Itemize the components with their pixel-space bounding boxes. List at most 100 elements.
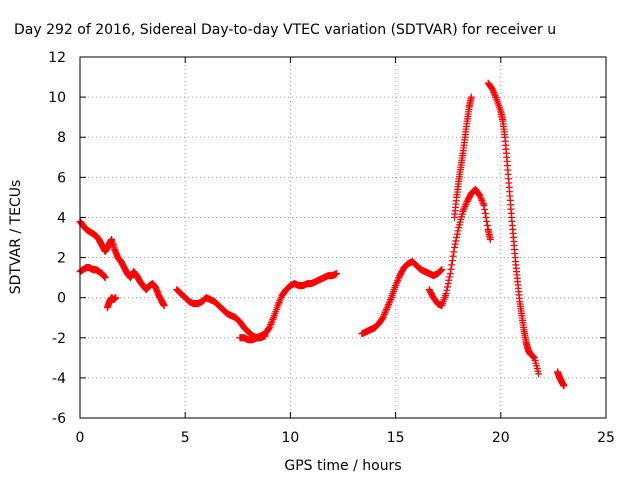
data-point [383,304,391,312]
data-point [476,191,484,199]
data-point [480,201,488,209]
axis-ticks: 0 5 10 15 20 25 -6 -4 -2 0 2 4 6 8 10 12 [48,50,615,446]
data-point [492,93,500,101]
data-point [385,300,393,308]
data-point [442,290,450,298]
data-point [481,209,489,217]
data-point [274,302,282,310]
data-point [381,309,389,317]
data-point [443,283,451,291]
data-point [454,227,462,235]
data-point [489,87,497,95]
data-point [446,270,454,278]
data-point [385,299,393,307]
data-point [394,277,402,285]
y-tick-label: 12 [48,50,66,66]
data-point [444,280,452,288]
data-point [535,370,543,378]
data-point [448,261,456,269]
data-point [462,199,470,207]
data-series [236,332,269,344]
grid [80,57,606,418]
data-point [266,322,274,330]
data-point [490,90,498,98]
data-point [453,230,461,238]
data-point [530,353,538,361]
data-point [443,286,451,294]
data-point [384,302,392,310]
data-point [395,273,403,281]
y-tick-label: 6 [57,170,66,186]
data-point [380,312,388,320]
data-point [448,257,456,265]
data-point [274,300,282,308]
data-series [425,185,494,310]
data-point [261,332,269,340]
data-point [387,295,395,303]
data-point [483,221,491,229]
data-point [452,237,460,245]
data-point [112,294,120,302]
data-point [481,205,489,213]
data-point [467,93,475,101]
data-point [436,267,444,275]
x-tick-label: 10 [281,430,299,446]
data-point [460,204,468,212]
data-point [380,310,388,318]
data-point [449,252,457,260]
data-point [268,317,276,325]
data-point [379,314,387,322]
data-series [76,264,109,282]
data-series [173,270,341,342]
data-point [265,324,273,332]
y-tick-label: 0 [57,291,66,307]
x-tick-label: 20 [492,430,510,446]
data-point [267,320,275,328]
data-point [101,274,109,282]
data-point [477,195,485,203]
data-point [393,278,401,286]
data-point [479,198,487,206]
y-tick-label: -6 [52,411,66,427]
data-point [486,236,494,244]
data-series [554,368,568,390]
data-point [386,297,394,305]
data-point [450,248,458,256]
data-point [382,305,390,313]
data-point [276,297,284,305]
data-point [529,352,537,360]
data-series [358,258,446,338]
data-point [445,276,453,284]
x-axis-title: GPS time / hours [284,458,401,474]
data-point [447,265,455,273]
data-point [560,382,568,390]
data-point [333,270,341,278]
plot-frame [79,56,607,419]
x-tick-label: 0 [76,430,85,446]
data-point [461,202,469,210]
x-tick-label: 25 [597,430,615,446]
data-series [76,217,168,310]
data-point [275,298,283,306]
data-point [451,240,459,248]
data-point [394,275,402,283]
data-point [269,315,277,323]
data-point [488,85,496,93]
data-point [446,273,454,281]
y-tick-label: -4 [52,371,66,387]
data-points [76,79,568,390]
y-tick-label: 10 [48,90,66,106]
data-point [478,196,486,204]
data-series [103,294,120,312]
data-point [382,307,390,315]
data-point [482,213,490,221]
data-point [483,217,491,225]
data-series [451,93,475,221]
x-tick-label: 15 [387,430,405,446]
data-series [484,79,543,378]
x-tick-label: 5 [181,430,190,446]
data-point [479,200,487,208]
data-point [451,244,459,252]
